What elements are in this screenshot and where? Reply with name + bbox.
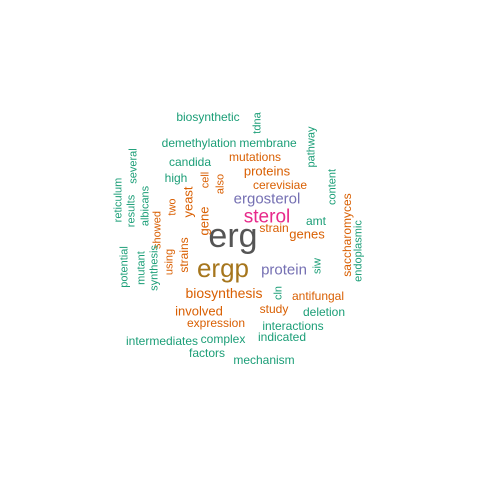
word-proteins: proteins	[243, 163, 291, 179]
word-synthesis: synthesis	[148, 245, 161, 291]
word-biosynthesis: biosynthesis	[185, 285, 263, 301]
word-cell: cell	[199, 171, 212, 189]
word-high: high	[164, 171, 188, 185]
word-mechanism: mechanism	[233, 353, 295, 367]
word-membrane: membrane	[239, 136, 297, 150]
word-genes: genes	[289, 226, 325, 242]
word-candida: candida	[168, 155, 212, 169]
word-antifungal: antifungal	[291, 289, 345, 303]
word-cerevisiae: cerevisiae	[252, 178, 308, 192]
word-mutant: mutant	[135, 251, 148, 285]
word-indicated: indicated	[257, 330, 307, 344]
word-cln: cln	[272, 285, 285, 301]
word-sterol: sterol	[243, 206, 291, 228]
word-also: also	[214, 173, 227, 195]
word-content: content	[326, 168, 339, 206]
word-saccharomyces: saccharomyces	[340, 193, 354, 277]
word-expression: expression	[186, 316, 246, 330]
word-involved: involved	[175, 303, 223, 319]
word-mutations: mutations	[228, 150, 282, 164]
word-interactions: interactions	[262, 319, 324, 333]
word-results: results	[125, 194, 138, 228]
word-yeast: yeast	[180, 186, 196, 218]
word-amt: amt	[305, 214, 327, 228]
word-reticulum: reticulum	[112, 177, 125, 223]
word-factors: factors	[188, 346, 226, 360]
word-tdna: tdna	[251, 112, 264, 134]
word-demethylation: demethylation	[161, 136, 237, 150]
word-gene: gene	[196, 206, 212, 236]
word-siw: siw	[311, 258, 324, 274]
word-erg: erg	[208, 217, 258, 255]
word-ergosterol: ergosterol	[233, 190, 301, 208]
word-strain: strain	[259, 221, 289, 235]
word-biosynthetic: biosynthetic	[176, 110, 240, 124]
word-complex: complex	[200, 332, 246, 346]
word-potential: potential	[118, 246, 131, 288]
word-two: two	[166, 198, 179, 216]
word-study: study	[259, 302, 289, 316]
word-intermediates: intermediates	[125, 334, 199, 348]
word-pathway: pathway	[305, 126, 318, 168]
word-showed: showed	[151, 211, 164, 249]
word-strains: strains	[177, 237, 191, 273]
word-protein: protein	[261, 261, 307, 279]
word-endoplasmic: endoplasmic	[352, 220, 365, 282]
word-albicans: albicans	[139, 185, 152, 227]
word-several: several	[127, 148, 140, 184]
word-using: using	[163, 248, 176, 276]
word-deletion: deletion	[302, 305, 346, 319]
word-ergp: ergp	[196, 253, 250, 283]
